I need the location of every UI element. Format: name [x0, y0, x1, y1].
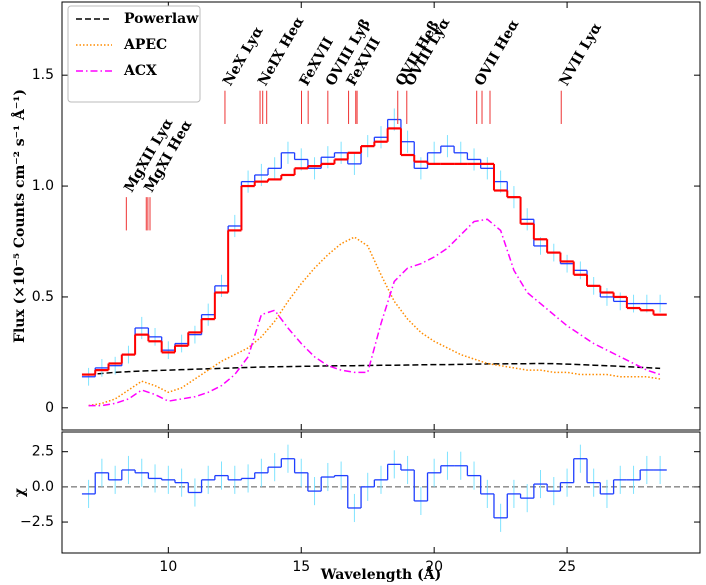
model-curve — [88, 218, 661, 407]
x-tick-label: 25 — [558, 559, 576, 575]
line-label: OVII Heα — [472, 17, 523, 89]
top-frame — [61, 1, 701, 431]
y-tick-label: −2.5 — [20, 514, 54, 530]
legend-label: ACX — [123, 63, 157, 79]
y-tick-label: 0.0 — [32, 479, 54, 495]
y-axis-label: χ — [12, 488, 28, 497]
y-axis-label: Flux (×10⁻⁵ Counts cm⁻² s⁻¹ Å⁻¹) — [10, 89, 28, 343]
y-tick-label: 0.5 — [32, 289, 54, 305]
x-tick-label: 10 — [159, 559, 177, 575]
y-tick-label: 1.0 — [32, 178, 54, 194]
legend-box — [67, 5, 201, 103]
y-tick-label: 2.5 — [32, 444, 54, 460]
step-connector — [94, 119, 628, 377]
x-axis-label: Wavelength (Å) — [320, 565, 441, 583]
model-curve — [88, 362, 661, 376]
y-tick-label: 1.5 — [32, 67, 54, 83]
step-connector — [94, 458, 641, 518]
x-tick-label: 15 — [292, 559, 310, 575]
bottom-frame — [61, 431, 701, 554]
y-tick-label: 0 — [45, 400, 54, 416]
x-tick-label: 20 — [425, 559, 443, 575]
model-curve — [88, 236, 661, 407]
line-label: NVII Lyα — [556, 20, 605, 89]
legend-label: Powerlaw — [124, 11, 199, 27]
legend-label: APEC — [123, 37, 167, 53]
step-connector — [94, 128, 655, 375]
